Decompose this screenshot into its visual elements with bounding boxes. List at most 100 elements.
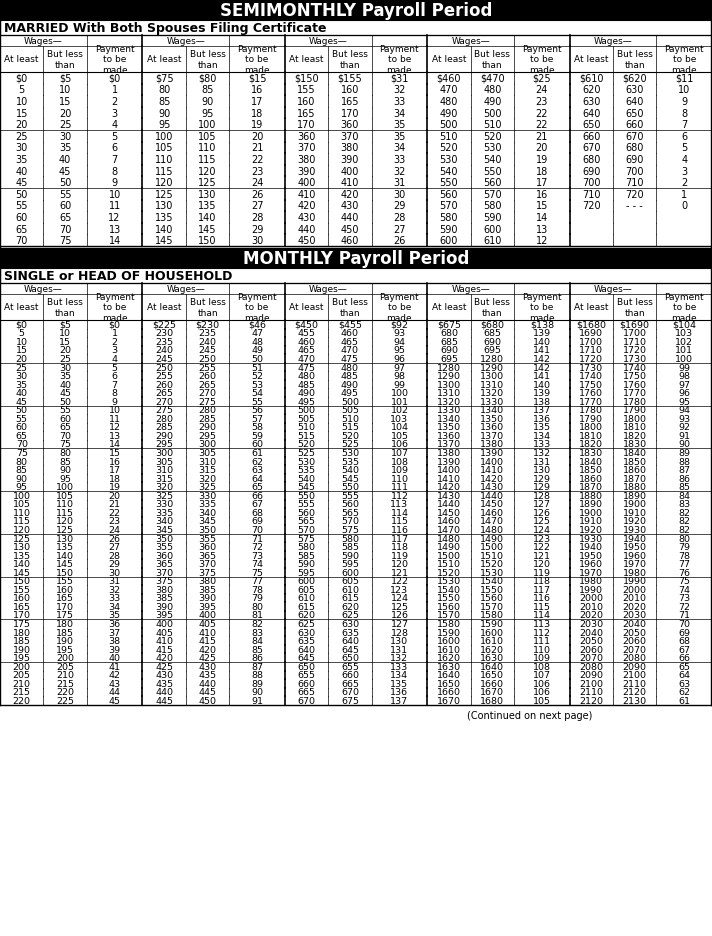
Text: 560: 560	[341, 500, 359, 509]
Text: 1570: 1570	[481, 602, 504, 611]
Text: 700: 700	[582, 178, 600, 188]
Text: 440: 440	[341, 212, 359, 223]
Text: 105: 105	[533, 696, 551, 705]
Text: 86: 86	[251, 653, 263, 663]
Text: 26: 26	[109, 534, 120, 543]
Text: 90: 90	[679, 440, 690, 449]
Text: 89: 89	[679, 448, 690, 458]
Text: 120: 120	[13, 525, 31, 534]
Text: 570: 570	[298, 525, 315, 534]
Text: 83: 83	[251, 628, 263, 636]
Text: 1620: 1620	[437, 653, 461, 663]
Text: 1930: 1930	[623, 525, 646, 534]
Text: 41: 41	[109, 662, 120, 671]
Text: 500: 500	[298, 406, 315, 415]
Text: 77: 77	[251, 577, 263, 586]
Text: 51: 51	[251, 363, 263, 373]
Text: 415: 415	[199, 636, 216, 646]
Text: 600: 600	[298, 577, 315, 586]
Bar	[0, 269, 712, 284]
Text: 540: 540	[440, 167, 458, 176]
Text: $620: $620	[622, 74, 647, 83]
Text: 50: 50	[251, 355, 263, 363]
Text: 65: 65	[59, 212, 71, 223]
Text: 95: 95	[158, 120, 170, 130]
Text: 1650: 1650	[437, 680, 461, 688]
Text: 30: 30	[251, 236, 263, 246]
Text: 42: 42	[109, 670, 120, 680]
Text: SINGLE or HEAD OF HOUSEHOLD: SINGLE or HEAD OF HOUSEHOLD	[4, 270, 232, 283]
Text: 9: 9	[681, 97, 687, 107]
Text: 200: 200	[13, 662, 31, 671]
Text: 260: 260	[199, 372, 216, 381]
Text: 360: 360	[155, 551, 173, 560]
Text: 290: 290	[155, 431, 173, 441]
Text: 50: 50	[16, 406, 28, 415]
Text: 1780: 1780	[623, 397, 646, 406]
Text: 122: 122	[390, 577, 409, 586]
Text: 660: 660	[626, 120, 644, 130]
Text: 310: 310	[155, 465, 173, 475]
Text: 125: 125	[13, 534, 31, 543]
Text: 695: 695	[483, 346, 501, 355]
Text: 395: 395	[155, 611, 173, 620]
Text: 93: 93	[678, 415, 691, 423]
Text: 2050: 2050	[580, 636, 603, 646]
Text: 1730: 1730	[623, 355, 646, 363]
Text: 1520: 1520	[437, 568, 461, 578]
Text: 1860: 1860	[623, 465, 646, 475]
Text: 35: 35	[16, 154, 28, 165]
Text: 1900: 1900	[580, 508, 603, 518]
Text: 650: 650	[341, 653, 359, 663]
Text: 6: 6	[681, 132, 687, 141]
Text: 29: 29	[393, 201, 406, 212]
Text: 35: 35	[108, 611, 121, 620]
Text: 108: 108	[390, 457, 409, 466]
Text: 128: 128	[533, 491, 551, 500]
Text: 130: 130	[155, 201, 173, 212]
Text: 137: 137	[533, 406, 551, 415]
Text: 1490: 1490	[481, 534, 504, 543]
Text: 2080: 2080	[623, 653, 646, 663]
Text: Payment
to be
made: Payment to be made	[522, 293, 562, 323]
Text: 1980: 1980	[580, 577, 603, 586]
Text: 72: 72	[251, 543, 263, 551]
Text: 360: 360	[298, 132, 315, 141]
Text: 2120: 2120	[580, 696, 603, 705]
Text: 7: 7	[112, 380, 117, 389]
Text: 1960: 1960	[580, 560, 603, 568]
Text: 670: 670	[341, 688, 359, 696]
Text: 62: 62	[251, 457, 263, 466]
Text: Wages—: Wages—	[594, 285, 632, 294]
Text: 79: 79	[251, 593, 263, 603]
Text: 545: 545	[298, 483, 315, 491]
Text: 1360: 1360	[481, 423, 504, 431]
Text: 1600: 1600	[481, 628, 504, 636]
Text: 170: 170	[13, 611, 31, 620]
Text: 125: 125	[56, 525, 74, 534]
Text: 1610: 1610	[437, 645, 461, 654]
Text: 107: 107	[533, 670, 551, 680]
Text: 96: 96	[679, 388, 690, 398]
Text: 500: 500	[341, 397, 359, 406]
Text: 2030: 2030	[580, 620, 603, 628]
Text: 1540: 1540	[481, 577, 504, 586]
Text: $5: $5	[59, 74, 71, 83]
Text: 475: 475	[341, 355, 359, 363]
Text: 2100: 2100	[580, 680, 603, 688]
Text: 81: 81	[251, 611, 263, 620]
Text: $31: $31	[390, 74, 409, 83]
Text: 3: 3	[681, 167, 687, 176]
Text: 45: 45	[59, 388, 71, 398]
Text: 515: 515	[298, 431, 315, 441]
Text: 1980: 1980	[623, 568, 646, 578]
Text: 560: 560	[483, 178, 501, 188]
Text: Wages—: Wages—	[167, 285, 205, 294]
Text: 585: 585	[341, 543, 359, 551]
Text: 355: 355	[199, 534, 216, 543]
Text: 2: 2	[681, 178, 687, 188]
Text: 27: 27	[109, 543, 120, 551]
Text: 535: 535	[341, 457, 359, 466]
Text: 590: 590	[298, 560, 315, 568]
Text: 95: 95	[679, 397, 690, 406]
